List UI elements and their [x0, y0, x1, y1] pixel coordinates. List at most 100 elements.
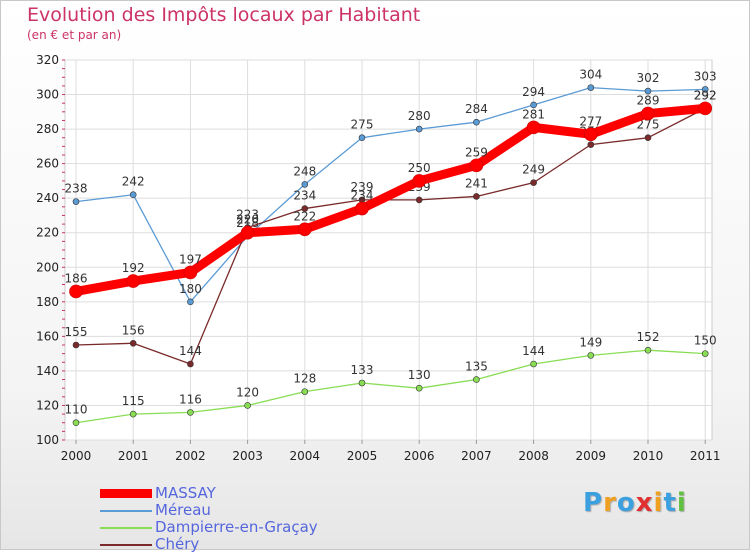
legend-swatch [100, 489, 152, 498]
data-point [240, 225, 255, 240]
series-line-1 [75, 349, 706, 424]
proxiti-logo: Proxiti [583, 488, 687, 518]
data-label: 120 [236, 385, 259, 399]
y-tick-label: 100 [36, 433, 59, 447]
data-point [530, 101, 537, 109]
data-point [187, 360, 194, 368]
x-tick-label: 2002 [175, 449, 206, 463]
data-point [701, 86, 709, 93]
x-tick-label: 2006 [404, 449, 435, 463]
x-tick-label: 2007 [461, 449, 492, 463]
data-label: 186 [65, 271, 88, 285]
x-tick-label: 2009 [576, 449, 607, 463]
legend-swatch [100, 510, 152, 512]
data-label: 281 [522, 107, 545, 121]
logo-letter: i [653, 488, 664, 518]
y-tick-label: 140 [36, 364, 59, 378]
data-point [301, 205, 309, 212]
data-label: 280 [408, 109, 431, 123]
data-point [473, 376, 480, 383]
data-label: 116 [179, 392, 202, 406]
data-label: 152 [637, 330, 660, 344]
data-label: 222 [293, 209, 316, 223]
data-label: 197 [179, 252, 202, 266]
data-label: 242 [122, 175, 145, 189]
data-label: 144 [179, 344, 202, 358]
data-label: 303 [694, 69, 717, 83]
logo-letter: o [616, 488, 636, 518]
data-label: 115 [122, 394, 145, 408]
data-label: 259 [465, 145, 488, 159]
logo-letter: r [603, 488, 617, 518]
data-label: 234 [293, 189, 316, 203]
chart-legend: MASSAY Méreau Dampierre-en-Graçay Chéry [100, 484, 400, 553]
data-label: 292 [694, 88, 717, 102]
data-point [126, 274, 140, 288]
data-point [355, 201, 369, 216]
y-tick-label: 280 [36, 122, 59, 136]
data-label: 223 [236, 208, 259, 222]
series-line-3 [71, 103, 710, 296]
data-point [587, 141, 595, 148]
data-point [530, 179, 537, 186]
chart-subtitle: (en € et par an) [27, 28, 122, 42]
data-label: 238 [65, 182, 88, 196]
data-label: 277 [579, 114, 602, 128]
data-point [583, 127, 598, 142]
data-point [473, 193, 480, 200]
data-label: 128 [293, 372, 316, 386]
data-point [129, 339, 137, 347]
data-label: 275 [637, 118, 660, 132]
y-tick-label: 200 [36, 260, 59, 274]
legend-item: Dampierre-en-Graçay [100, 518, 400, 536]
data-point [473, 118, 480, 126]
data-point [129, 410, 137, 418]
data-label: 110 [65, 403, 88, 417]
data-label: 144 [522, 344, 545, 358]
legend-label: Chéry [155, 535, 200, 553]
data-label: 133 [351, 363, 374, 377]
data-point [526, 120, 541, 135]
data-point [297, 222, 312, 237]
data-label: 289 [637, 94, 660, 108]
data-point [412, 174, 427, 188]
data-point [72, 419, 80, 427]
y-tick-label: 260 [36, 157, 59, 171]
series-line-2 [75, 107, 706, 365]
data-point [72, 198, 80, 205]
legend-label: Méreau [155, 501, 211, 519]
x-tick-label: 2001 [118, 449, 149, 463]
data-label: 284 [465, 102, 488, 116]
data-point [469, 158, 484, 173]
data-point [530, 360, 537, 368]
data-point [644, 134, 652, 142]
x-tick-label: 2004 [290, 449, 321, 463]
legend-label: MASSAY [155, 484, 216, 502]
logo-letter: x [635, 488, 654, 518]
plot-area [64, 59, 713, 441]
data-point [301, 181, 309, 188]
data-point [587, 84, 595, 91]
y-tick-label: 220 [36, 226, 59, 240]
data-point [72, 341, 80, 349]
data-point [641, 106, 655, 121]
legend-item: Méreau [100, 501, 400, 519]
data-label: 150 [694, 334, 717, 348]
y-tick-label: 320 [36, 53, 59, 67]
data-label: 292 [694, 88, 717, 102]
data-point [358, 134, 366, 142]
data-point [183, 265, 198, 280]
data-label: 135 [465, 360, 488, 374]
data-label: 149 [579, 335, 602, 349]
data-point [587, 352, 595, 359]
data-point [644, 346, 652, 354]
data-label: 294 [522, 85, 545, 99]
data-point [129, 191, 137, 199]
data-label: 156 [122, 323, 145, 337]
logo-letter: i [676, 488, 687, 518]
data-point [187, 298, 194, 306]
chart-title: Evolution des Impôts locaux par Habitant [27, 4, 421, 26]
data-label: 192 [122, 261, 145, 275]
data-label: 218 [236, 216, 259, 230]
